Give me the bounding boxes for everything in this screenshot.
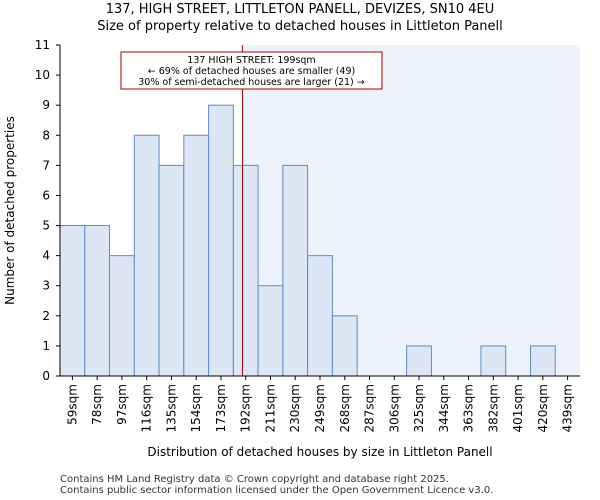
annotation-box [120,51,383,90]
x-tick-label-116sqm: 116sqm [140,384,154,432]
y-tick-label-1: 1 [42,339,50,353]
x-tick-label-401sqm: 401sqm [511,384,525,432]
y-tick-label-6: 6 [42,188,50,202]
bar-230sqm [282,164,309,377]
footer-attribution-2: Contains public sector information licen… [60,485,494,496]
x-tick-label-344sqm: 344sqm [437,384,451,432]
y-tick-label-3: 3 [42,279,50,293]
x-tick-label-173sqm: 173sqm [214,384,228,432]
bar-382sqm [480,345,507,377]
bar-97sqm [109,255,135,377]
y-tick-label-9: 9 [42,98,50,112]
x-tick-label-306sqm: 306sqm [387,384,401,432]
x-tick-label-192sqm: 192sqm [239,384,253,432]
bar-249sqm [307,255,333,377]
x-tick-label-154sqm: 154sqm [189,384,203,432]
x-tick-label-97sqm: 97sqm [115,384,129,425]
y-tick-label-5: 5 [42,219,50,233]
y-tick-label-4: 4 [42,249,50,263]
chart-subtitle: Size of property relative to detached ho… [97,19,503,34]
bar-78sqm [84,225,111,377]
annotation-line-3: 30% of semi-detached houses are larger (… [138,77,365,88]
bar-268sqm [331,315,358,377]
bar-192sqm [232,164,259,377]
x-tick-label-211sqm: 211sqm [263,384,277,432]
x-tick-label-287sqm: 287sqm [363,384,377,432]
x-tick-label-78sqm: 78sqm [90,384,104,425]
x-tick-label-249sqm: 249sqm [313,384,327,432]
x-tick-label-135sqm: 135sqm [164,384,178,432]
bar-173sqm [208,104,234,377]
x-tick-label-420sqm: 420sqm [536,384,550,432]
annotation-line-1: 137 HIGH STREET: 199sqm [187,55,315,66]
y-tick-label-0: 0 [42,369,50,383]
x-tick-label-268sqm: 268sqm [338,384,352,432]
x-tick-label-230sqm: 230sqm [288,384,302,432]
bar-116sqm [133,134,160,377]
y-tick-label-11: 11 [35,38,50,52]
x-axis-title: Distribution of detached houses by size … [147,445,492,459]
bar-211sqm [257,285,284,377]
bar-59sqm [59,225,86,377]
y-tick-label-7: 7 [42,158,50,172]
y-tick-label-2: 2 [42,309,50,323]
bar-420sqm [529,345,556,377]
x-tick-label-59sqm: 59sqm [65,384,79,425]
bar-135sqm [158,164,185,377]
x-tick-label-382sqm: 382sqm [486,384,500,432]
bar-154sqm [183,134,210,377]
y-tick-label-10: 10 [35,68,50,82]
y-tick-label-8: 8 [42,128,50,142]
x-tick-label-363sqm: 363sqm [462,384,476,432]
histogram-chart: 0 1 2 3 4 5 6 7 8 9 10 11 59sqm 78sqm 97sqm 116sqm 135sq… [3,38,580,459]
chart-title: 137, HIGH STREET, LITTLETON PANELL, DEVI… [105,2,495,17]
y-axis-title: Number of detached properties [3,116,17,305]
x-tick-label-325sqm: 325sqm [412,384,426,432]
bar-325sqm [406,345,432,377]
footer-attribution-1: Contains HM Land Registry data © Crown c… [60,474,449,485]
annotation-line-2: ← 69% of detached houses are smaller (49… [148,66,355,77]
x-tick-label-439sqm: 439sqm [561,384,575,432]
